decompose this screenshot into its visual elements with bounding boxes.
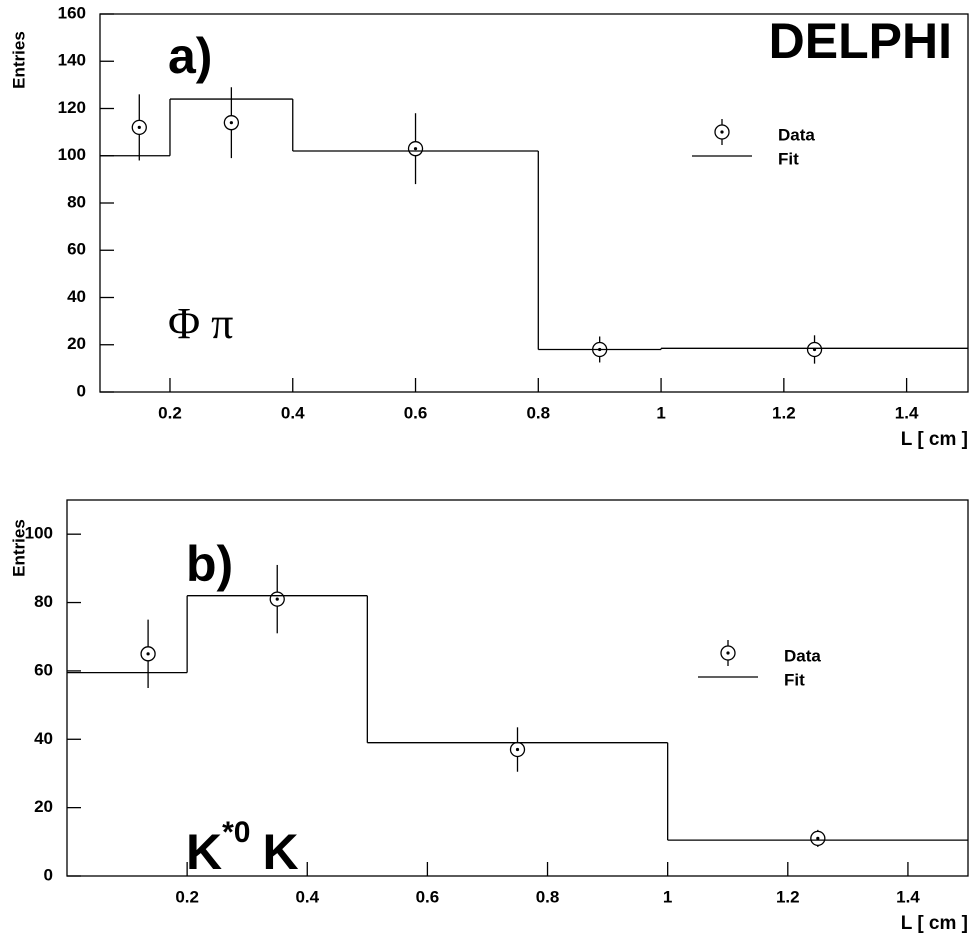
legend-data-dot xyxy=(720,130,724,134)
x-tick-label: 1.2 xyxy=(776,887,800,906)
channel-label-sup: *0 xyxy=(222,816,250,849)
channel-label-main: K xyxy=(186,824,222,880)
y-tick-label: 60 xyxy=(67,240,86,259)
data-point-dot xyxy=(229,121,233,125)
y-tick-label: 120 xyxy=(58,98,86,117)
channel-label: Φ π xyxy=(168,299,233,348)
panel-title: b) xyxy=(186,536,233,592)
y-tick-label: 40 xyxy=(34,729,53,748)
legend-label: Fit xyxy=(784,670,805,689)
x-tick-label: 0.8 xyxy=(536,887,560,906)
data-point-dot xyxy=(137,125,141,129)
y-tick-label: 0 xyxy=(44,865,53,884)
y-tick-label: 100 xyxy=(25,524,53,543)
channel-label: K*0 K xyxy=(186,816,299,880)
y-tick-label: 0 xyxy=(77,381,86,400)
x-tick-label: 0.4 xyxy=(295,887,319,906)
x-axis-label: L [ cm ] xyxy=(901,429,968,450)
y-axis-label: Entries xyxy=(9,519,28,577)
y-tick-label: 80 xyxy=(67,192,86,211)
x-tick-label: 0.2 xyxy=(158,403,182,422)
y-tick-label: 20 xyxy=(67,334,86,353)
experiment-label: DELPHI xyxy=(769,13,952,69)
y-tick-label: 40 xyxy=(67,287,86,306)
y-tick-label: 160 xyxy=(58,3,86,22)
y-tick-label: 100 xyxy=(58,145,86,164)
x-tick-label: 0.6 xyxy=(416,887,440,906)
data-point-dot xyxy=(413,147,418,151)
x-tick-label: 0.4 xyxy=(281,403,305,422)
legend-label: Fit xyxy=(778,149,799,168)
x-tick-label: 1.4 xyxy=(896,887,920,906)
channel-label-tail: K xyxy=(262,824,298,880)
y-tick-label: 60 xyxy=(34,660,53,679)
y-tick-label: 80 xyxy=(34,592,53,611)
data-point-dot xyxy=(146,652,150,656)
plot-frame xyxy=(66,499,969,877)
y-tick-label: 20 xyxy=(34,797,53,816)
data-point-dot xyxy=(816,836,820,841)
x-tick-label: 1 xyxy=(663,887,672,906)
x-axis-label: L [ cm ] xyxy=(901,913,968,934)
x-tick-label: 1 xyxy=(656,403,665,422)
y-tick-label: 140 xyxy=(58,51,86,70)
x-tick-label: 0.6 xyxy=(404,403,428,422)
x-tick-label: 1.2 xyxy=(772,403,796,422)
data-point-dot xyxy=(515,747,520,752)
legend-label: Data xyxy=(778,125,815,144)
x-tick-label: 0.2 xyxy=(175,887,199,906)
data-point-dot xyxy=(275,597,279,601)
legend-data-dot xyxy=(726,651,730,655)
x-tick-label: 0.8 xyxy=(526,403,550,422)
x-tick-label: 1.4 xyxy=(895,403,919,422)
legend-label: Data xyxy=(784,646,821,665)
y-axis-label: Entries xyxy=(9,31,28,89)
panel-title: a) xyxy=(168,28,212,84)
